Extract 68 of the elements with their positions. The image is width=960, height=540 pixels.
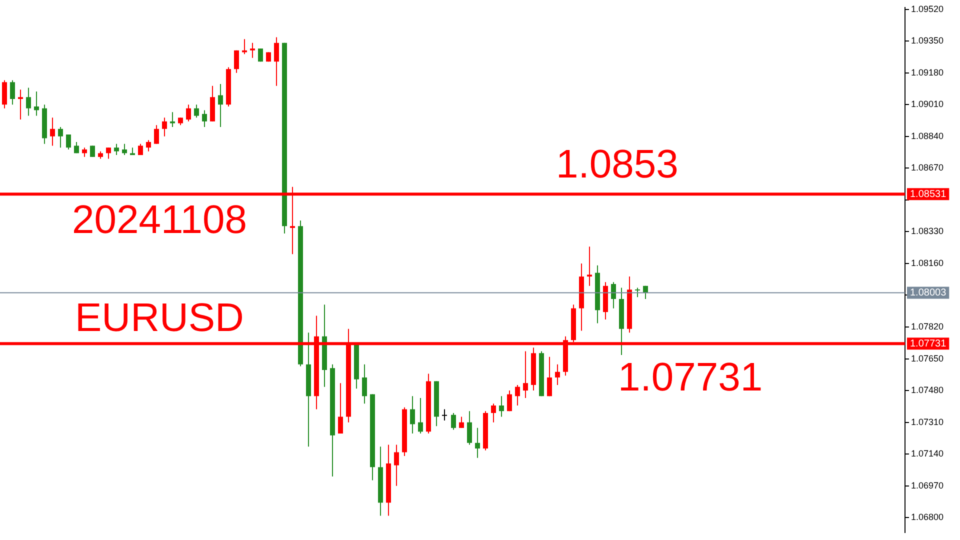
candlestick	[66, 134, 71, 150]
y-tick-label: 1.09010	[911, 99, 944, 110]
candlestick	[10, 80, 15, 106]
candlestick	[467, 410, 472, 446]
candlestick	[202, 110, 207, 128]
ref-line-label: 1.08531	[910, 188, 947, 200]
y-tick-label: 1.07480	[911, 385, 944, 396]
candlestick	[491, 403, 496, 423]
annotation: 1.0853	[556, 142, 678, 186]
y-tick-label: 1.06800	[911, 512, 944, 522]
annotation: 20241108	[72, 198, 247, 242]
candlestick	[186, 104, 191, 122]
candlestick	[58, 126, 63, 148]
candlestick	[26, 87, 31, 116]
annotation: EURUSD	[75, 296, 244, 340]
candlestick	[50, 117, 55, 146]
y-tick-label: 1.09350	[911, 36, 944, 46]
candlestick	[250, 42, 255, 58]
candlestick	[162, 117, 167, 137]
candlestick	[194, 104, 199, 118]
candlestick	[106, 147, 111, 160]
candlestick	[418, 398, 423, 434]
y-tick-label: 1.07650	[911, 353, 944, 364]
candlestick	[362, 364, 367, 404]
candlestick	[114, 143, 119, 156]
ref-line-label: 1.07731	[910, 338, 947, 350]
y-tick-label: 1.07310	[911, 416, 944, 427]
y-tick-label: 1.08330	[911, 226, 944, 236]
annotation: 1.07731	[618, 356, 763, 400]
candlestick	[90, 145, 95, 158]
y-tick-label: 1.07140	[911, 448, 944, 459]
candlestick	[587, 246, 592, 286]
candlestick	[154, 124, 159, 144]
candlestick	[459, 416, 464, 428]
y-tick-label: 1.08840	[911, 130, 944, 141]
candlestick	[523, 350, 528, 399]
y-tick-label: 1.08670	[911, 162, 944, 173]
ref-line-label: 1.08003	[910, 288, 947, 299]
candlestick	[410, 396, 415, 434]
candlestick	[394, 444, 399, 486]
y-tick-label: 1.07820	[911, 321, 944, 332]
candlestick	[82, 147, 87, 158]
candlestick	[475, 427, 480, 458]
y-tick-label: 1.09520	[911, 4, 944, 14]
candlestick	[274, 36, 279, 86]
candlestick	[146, 140, 151, 152]
candlestick	[338, 382, 343, 434]
candlestick	[635, 287, 640, 298]
candlestick	[234, 50, 239, 74]
candlestick	[34, 91, 39, 116]
candlestick	[242, 38, 247, 55]
y-tick-label: 1.06970	[911, 480, 944, 490]
candlestick	[555, 364, 560, 386]
candlestick	[451, 412, 456, 430]
y-tick-label: 1.09180	[911, 67, 944, 78]
candlestick	[442, 408, 447, 421]
candlestick	[515, 384, 520, 406]
candlestick	[170, 112, 175, 128]
y-tick-label: 1.08160	[911, 258, 944, 268]
candlestick	[507, 390, 512, 412]
candlestick	[643, 285, 648, 300]
candlestick	[611, 282, 616, 309]
candlestick	[122, 143, 127, 156]
candlestick	[547, 356, 552, 397]
candlestick	[499, 396, 504, 418]
candlestick	[2, 80, 7, 109]
candlestick	[18, 89, 23, 120]
candlestick	[218, 84, 223, 128]
